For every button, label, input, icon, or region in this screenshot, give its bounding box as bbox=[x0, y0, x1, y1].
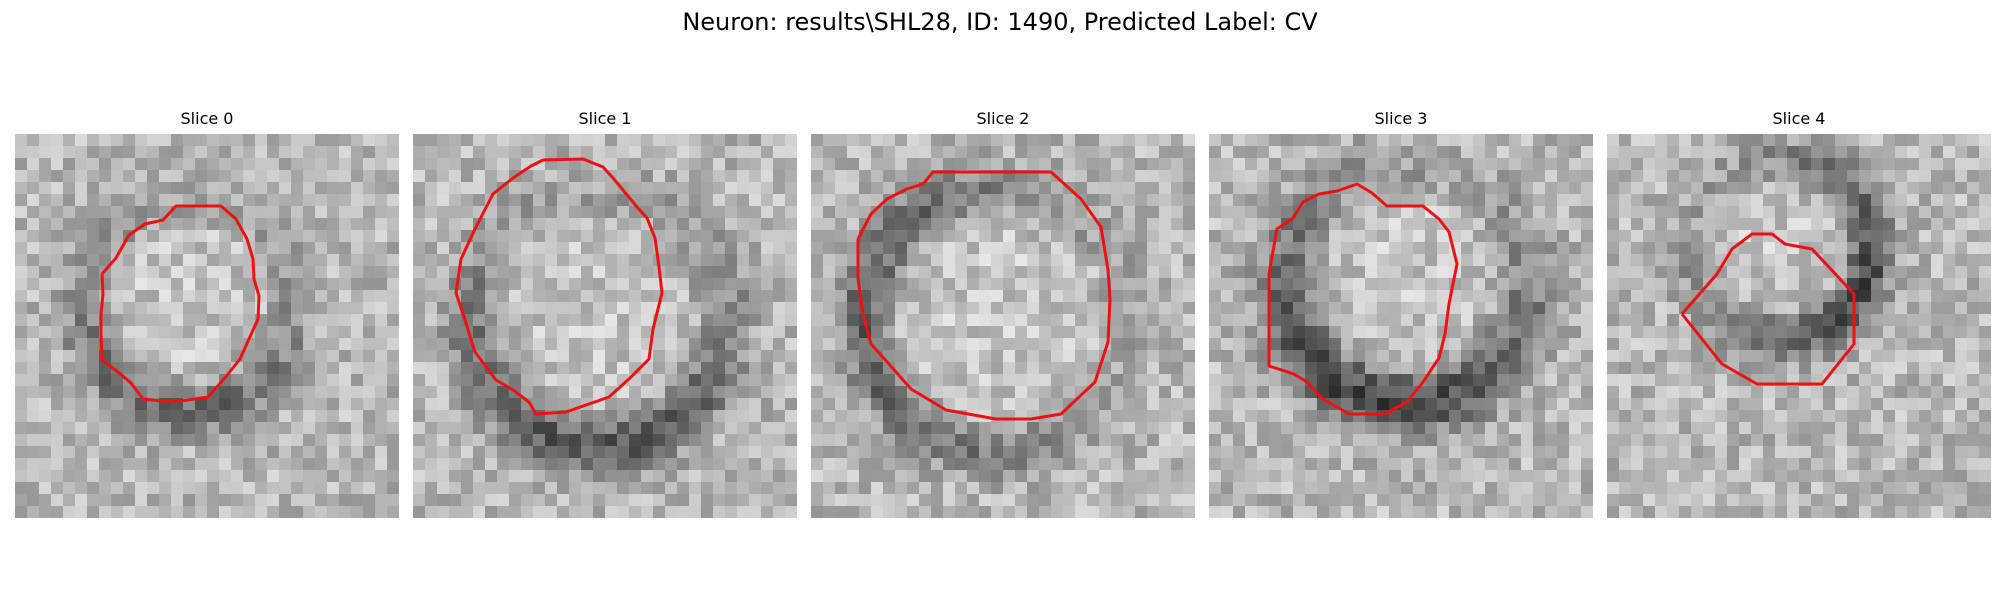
slice-panel-1: Slice 1 bbox=[413, 108, 797, 520]
slice-title: Slice 2 bbox=[976, 109, 1030, 128]
slice-title: Slice 0 bbox=[180, 109, 234, 128]
slice-image bbox=[413, 134, 797, 518]
slice-image bbox=[15, 134, 399, 518]
contour-outline bbox=[454, 157, 664, 416]
slice-panel-3: Slice 3 bbox=[1209, 108, 1593, 520]
contour-outline bbox=[99, 204, 261, 403]
slice-panel-4: Slice 4 bbox=[1607, 108, 1991, 520]
slice-image bbox=[1607, 134, 1991, 518]
slice-panel-2: Slice 2 bbox=[811, 108, 1195, 520]
slice-title: Slice 1 bbox=[578, 109, 632, 128]
contour-outline bbox=[1680, 232, 1856, 386]
contour-outline bbox=[856, 170, 1112, 421]
slice-title: Slice 4 bbox=[1772, 109, 1826, 128]
slice-panel-0: Slice 0 bbox=[15, 108, 399, 520]
slice-title: Slice 3 bbox=[1374, 109, 1428, 128]
slice-image bbox=[811, 134, 1195, 518]
slice-image bbox=[1209, 134, 1593, 518]
figure-title: Neuron: results\SHL28, ID: 1490, Predict… bbox=[682, 8, 1318, 36]
contour-outline bbox=[1267, 182, 1459, 416]
